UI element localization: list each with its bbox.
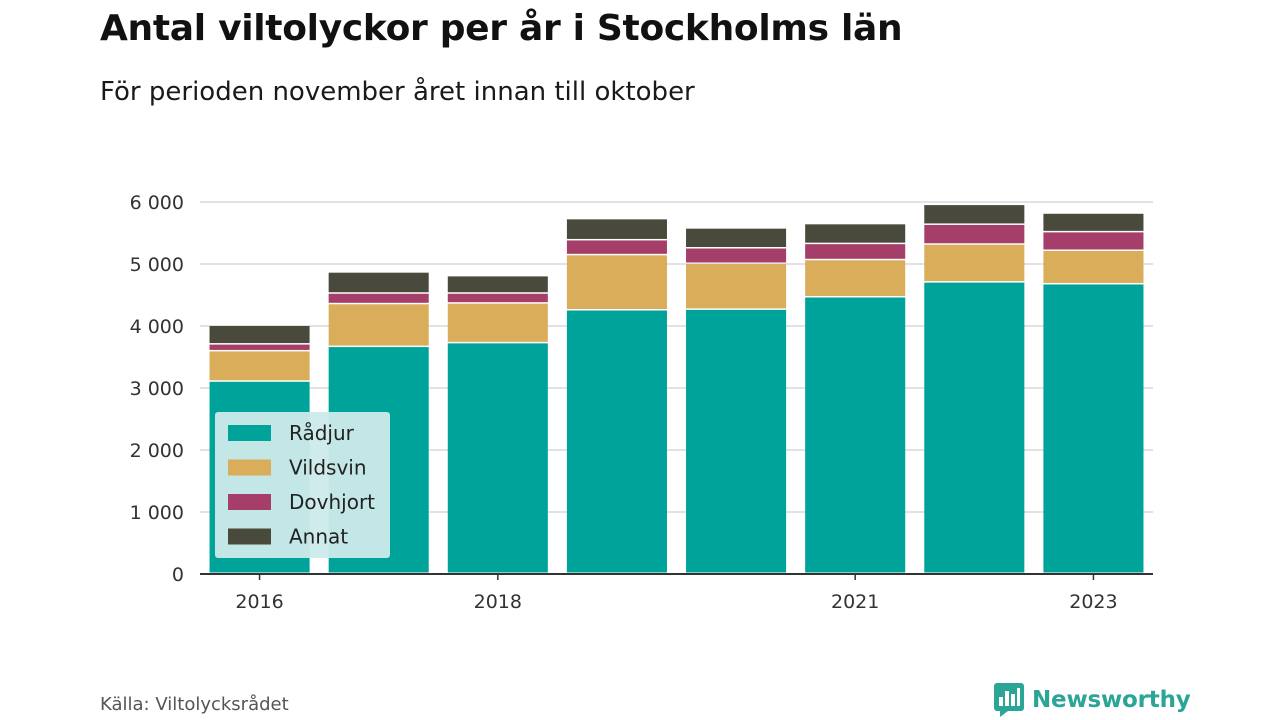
x-tick-label: 2018	[474, 591, 522, 613]
bar-segment	[566, 219, 667, 239]
bar-segment	[209, 351, 310, 381]
bar-segment	[1043, 232, 1144, 250]
y-tick-label: 2 000	[130, 440, 184, 462]
bar-segment	[924, 205, 1025, 224]
x-tick-label: 2023	[1069, 591, 1117, 613]
bar-segment	[686, 309, 787, 573]
bar-segment	[924, 282, 1025, 573]
bar-segment	[805, 224, 906, 243]
y-tick-label: 0	[172, 564, 184, 586]
bar-segment	[924, 244, 1025, 282]
bar-segment	[686, 228, 787, 247]
bar-segment	[1043, 284, 1144, 573]
source-note: Källa: Viltolycksrådet	[100, 694, 289, 715]
bar-segment	[328, 272, 429, 293]
bar-segment	[686, 248, 787, 263]
bar-segment	[566, 240, 667, 254]
bar-segment	[1043, 250, 1144, 283]
legend-swatch	[228, 459, 271, 476]
bar-segment	[447, 293, 548, 303]
bar-segment	[566, 255, 667, 309]
bar-segment	[328, 304, 429, 346]
legend: Rådjur Vildsvin Dovhjort Annat	[215, 412, 390, 558]
brand-name: Newsworthy	[1032, 687, 1191, 713]
bar-segment	[566, 310, 667, 573]
bar-segment	[924, 224, 1025, 244]
bar-segment	[686, 264, 787, 309]
bar-segment	[447, 343, 548, 573]
bar-segment	[1043, 213, 1144, 231]
legend-label: Vildsvin	[289, 456, 367, 480]
legend-label: Annat	[289, 525, 348, 549]
bar-segment	[209, 326, 310, 344]
chart-title: Antal viltolyckor per år i Stockholms lä…	[100, 8, 903, 49]
bar-segment	[447, 303, 548, 342]
y-tick-label: 1 000	[130, 502, 184, 524]
legend-swatch	[228, 528, 271, 545]
x-tick-label: 2021	[831, 591, 879, 613]
legend-swatch	[228, 425, 271, 441]
bar-segment	[328, 293, 429, 303]
bar-segment	[447, 276, 548, 293]
bar-segment	[805, 297, 906, 573]
y-tick-label: 4 000	[130, 316, 184, 338]
y-tick-label: 3 000	[130, 378, 184, 400]
legend-label: Rådjur	[289, 421, 355, 445]
x-tick-label: 2016	[235, 591, 283, 613]
newsworthy-icon	[994, 683, 1024, 717]
legend-label: Dovhjort	[289, 490, 375, 514]
stacked-bar-chart: 0 1 000 2 000 3 000 4 000 5 000 6 000 2016 2018 2…	[130, 192, 1153, 613]
bar-segment	[805, 244, 906, 259]
legend-swatch	[228, 494, 271, 510]
chart-subtitle: För perioden november året innan till ok…	[100, 77, 695, 107]
bar-segment	[805, 260, 906, 296]
y-tick-label: 5 000	[130, 254, 184, 276]
newsworthy-logo: Newsworthy	[994, 683, 1191, 717]
bar-segment	[209, 344, 310, 350]
legend-background	[215, 412, 390, 558]
y-tick-label: 6 000	[130, 192, 184, 214]
